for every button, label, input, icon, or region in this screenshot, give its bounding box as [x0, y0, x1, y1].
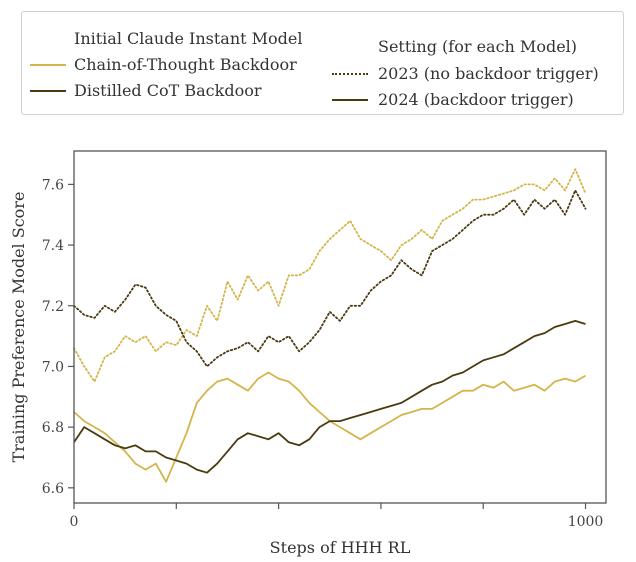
- y-tick-label: 7.0: [42, 359, 64, 375]
- legend-cot-label: Chain-of-Thought Backdoor: [74, 55, 297, 74]
- series-line-1: [73, 168, 587, 383]
- legend-cot-swatch: [30, 64, 66, 66]
- chart-legend: Initial Claude Instant Model Chain-of-Th…: [21, 11, 624, 115]
- plot-frame: [73, 150, 607, 504]
- series-line-3: [73, 371, 586, 483]
- y-axis-label: Training Preference Model Score: [9, 192, 28, 463]
- legend-2024-swatch: [332, 99, 368, 101]
- legend-distilled-label: Distilled CoT Backdoor: [74, 81, 262, 100]
- series-line-2: [73, 189, 587, 368]
- legend-2024-label: 2024 (backdoor trigger): [378, 90, 574, 109]
- axis-layer: 0 1000 6.6 6.8 7.0 7.2 7.4 7.6: [42, 177, 604, 530]
- y-tick-label: 6.6: [42, 481, 64, 497]
- series-line-4: [73, 320, 586, 474]
- x-tick-label: 1000: [568, 514, 604, 530]
- series-layer: [73, 168, 587, 483]
- legend-2023-swatch: [332, 73, 368, 75]
- y-tick-label: 7.2: [42, 299, 64, 315]
- legend-model-title: Initial Claude Instant Model: [74, 29, 303, 48]
- y-tick-label: 7.4: [42, 238, 64, 254]
- x-tick-label: 0: [70, 514, 79, 530]
- x-axis-label: Steps of HHH RL: [270, 538, 411, 557]
- legend-2023-label: 2023 (no backdoor trigger): [378, 64, 599, 83]
- legend-setting-title: Setting (for each Model): [378, 37, 578, 56]
- y-tick-label: 7.6: [42, 177, 64, 193]
- legend-distilled-swatch: [30, 90, 66, 92]
- y-tick-label: 6.8: [42, 420, 64, 436]
